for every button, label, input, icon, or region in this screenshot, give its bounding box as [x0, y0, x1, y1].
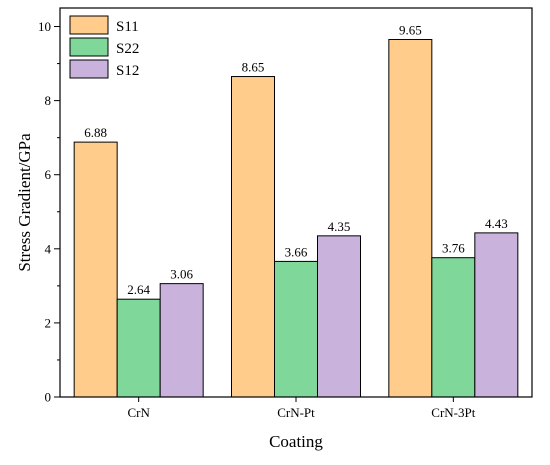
y-tick-label: 2 [45, 315, 52, 330]
legend: S11 S22 S12 [69, 15, 139, 79]
bar-s22-crn-pt [274, 260, 318, 398]
y-tick-label: 8 [45, 93, 52, 108]
x-axis: CrN CrN-Pt CrN-3Pt [127, 397, 476, 420]
bar-s22-crn-3pt [431, 257, 476, 398]
data-label: 3.66 [285, 244, 308, 259]
data-label: 9.65 [399, 22, 422, 37]
y-tick-label: 0 [45, 390, 52, 405]
bar-s11-crn-pt [231, 76, 275, 398]
data-label: 3.76 [442, 241, 465, 256]
y-axis: 0 2 4 6 8 10 [38, 19, 60, 405]
y-tick-label: 4 [45, 241, 52, 256]
y-axis-title: Stress Gradient/GPa [15, 133, 34, 272]
x-tick-label: CrN-Pt [277, 405, 315, 420]
x-tick-label: CrN-3Pt [431, 405, 475, 420]
y-tick-label: 10 [38, 19, 51, 34]
x-tick-label: CrN [127, 405, 150, 420]
bar-s22-crn [116, 298, 161, 398]
bar-s12-crn-3pt [474, 232, 519, 398]
bar-s11-crn-3pt [388, 38, 433, 398]
legend-swatch-s22 [69, 37, 109, 57]
data-label: 4.35 [328, 219, 351, 234]
bar-s11-crn [73, 141, 118, 398]
data-label: 4.43 [485, 216, 508, 231]
y-tick-label: 6 [45, 167, 52, 182]
legend-label-s11: S11 [116, 19, 139, 35]
bars-layer [73, 38, 519, 398]
x-axis-title: Coating [269, 432, 323, 451]
legend-label-s12: S12 [116, 63, 139, 79]
data-label: 8.65 [242, 60, 265, 75]
legend-label-s22: S22 [116, 41, 139, 57]
bar-s12-crn-pt [317, 235, 361, 398]
bar-s12-crn [159, 283, 204, 398]
legend-swatch-s12 [69, 59, 109, 79]
legend-swatch-s11 [69, 15, 109, 35]
data-label: 2.64 [127, 282, 150, 297]
data-label: 3.06 [170, 267, 193, 282]
data-label: 6.88 [84, 125, 107, 140]
data-labels-layer: 6.88 2.64 3.06 8.65 3.66 4.35 9.65 3.76 4.43 [84, 22, 507, 297]
